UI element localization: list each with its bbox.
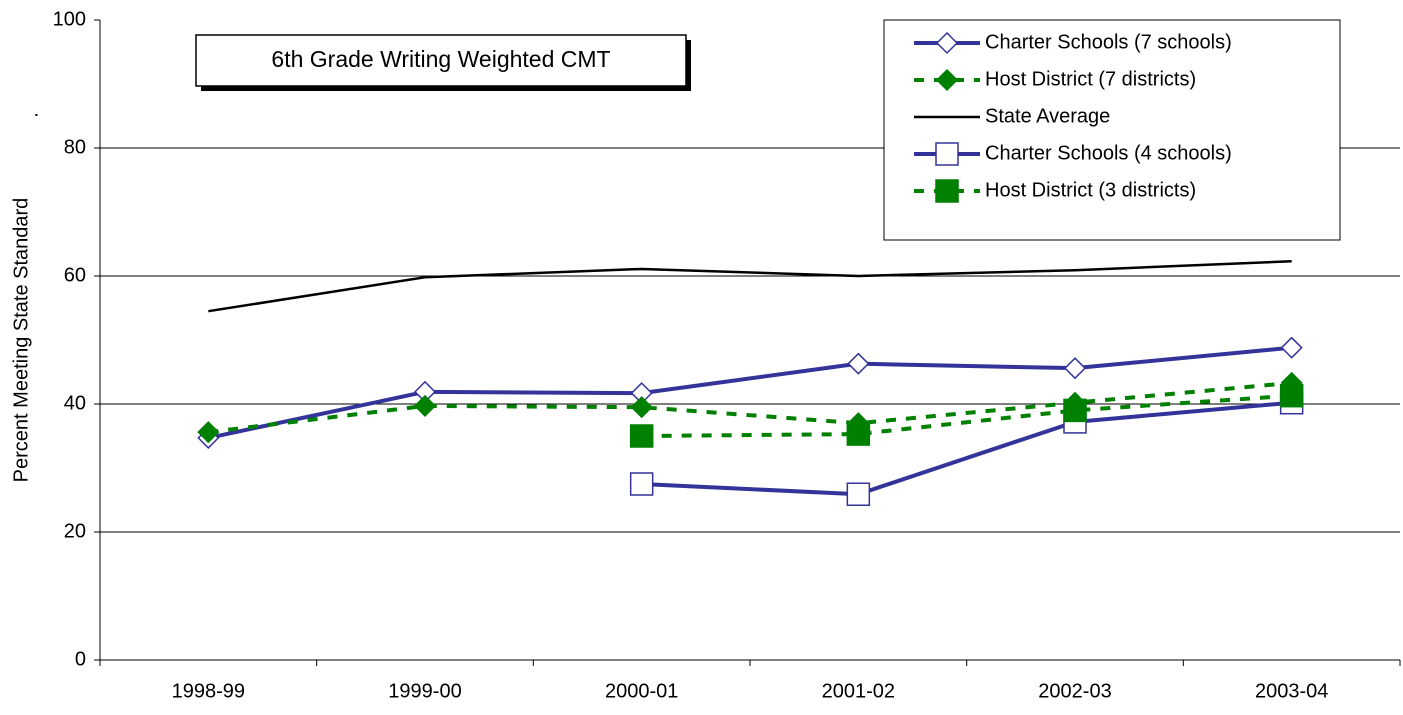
series-line	[208, 260, 1292, 313]
series	[629, 390, 1304, 506]
marker	[1063, 357, 1087, 380]
title-box: 6th Grade Writing Weighted CMT	[195, 34, 691, 91]
y-axis-label: Percent Meeting State Standard	[10, 198, 32, 483]
series-line	[641, 400, 1292, 497]
marker	[846, 482, 871, 506]
series-line	[641, 393, 1292, 438]
legend-box	[883, 19, 1341, 241]
marker	[413, 394, 437, 417]
legend-label: Host District (3 districts)	[985, 179, 1196, 201]
y-tick-label: 80	[64, 136, 86, 158]
y-tick-label: 20	[64, 520, 86, 542]
legend-marker	[935, 142, 959, 166]
x-tick-label: 1998-99	[172, 680, 245, 702]
marker	[629, 472, 654, 496]
y-tick-label: 100	[53, 8, 86, 30]
marker	[1063, 398, 1087, 423]
x-tick-label: 2002-03	[1038, 680, 1111, 702]
series	[208, 260, 1292, 313]
series-line	[208, 380, 1292, 435]
legend-label: State Average	[985, 105, 1110, 127]
legend-label: Charter Schools (4 schools)	[985, 142, 1232, 164]
legend-marker	[935, 68, 959, 92]
marker	[1279, 383, 1304, 408]
x-tick-label: 2000-01	[605, 680, 678, 702]
x-tick-label: 2001-02	[822, 680, 895, 702]
x-tick-label: 1999-00	[388, 680, 461, 702]
annotation: .	[20, 112, 42, 118]
series	[629, 383, 1304, 448]
marker	[846, 422, 871, 446]
marker	[629, 424, 654, 448]
marker	[847, 352, 870, 375]
legend-label: Host District (7 districts)	[985, 68, 1196, 90]
legend: Charter Schools (7 schools) Host District…	[883, 19, 1341, 241]
legend-marker	[935, 179, 959, 203]
series	[197, 371, 1303, 444]
x-tick-label: 2003-04	[1255, 680, 1328, 702]
series	[197, 336, 1303, 449]
marker	[197, 421, 220, 444]
y-tick-label: 40	[64, 392, 86, 414]
y-tick-label: 0	[75, 648, 86, 670]
y-tick-label: 60	[64, 264, 86, 286]
marker	[1280, 336, 1303, 359]
legend-marker	[935, 31, 959, 55]
legend-label: Charter Schools (7 schools)	[985, 31, 1232, 53]
marker	[630, 396, 653, 419]
series-line	[207, 345, 1292, 440]
chart-title: 6th Grade Writing Weighted CMT	[271, 46, 610, 72]
